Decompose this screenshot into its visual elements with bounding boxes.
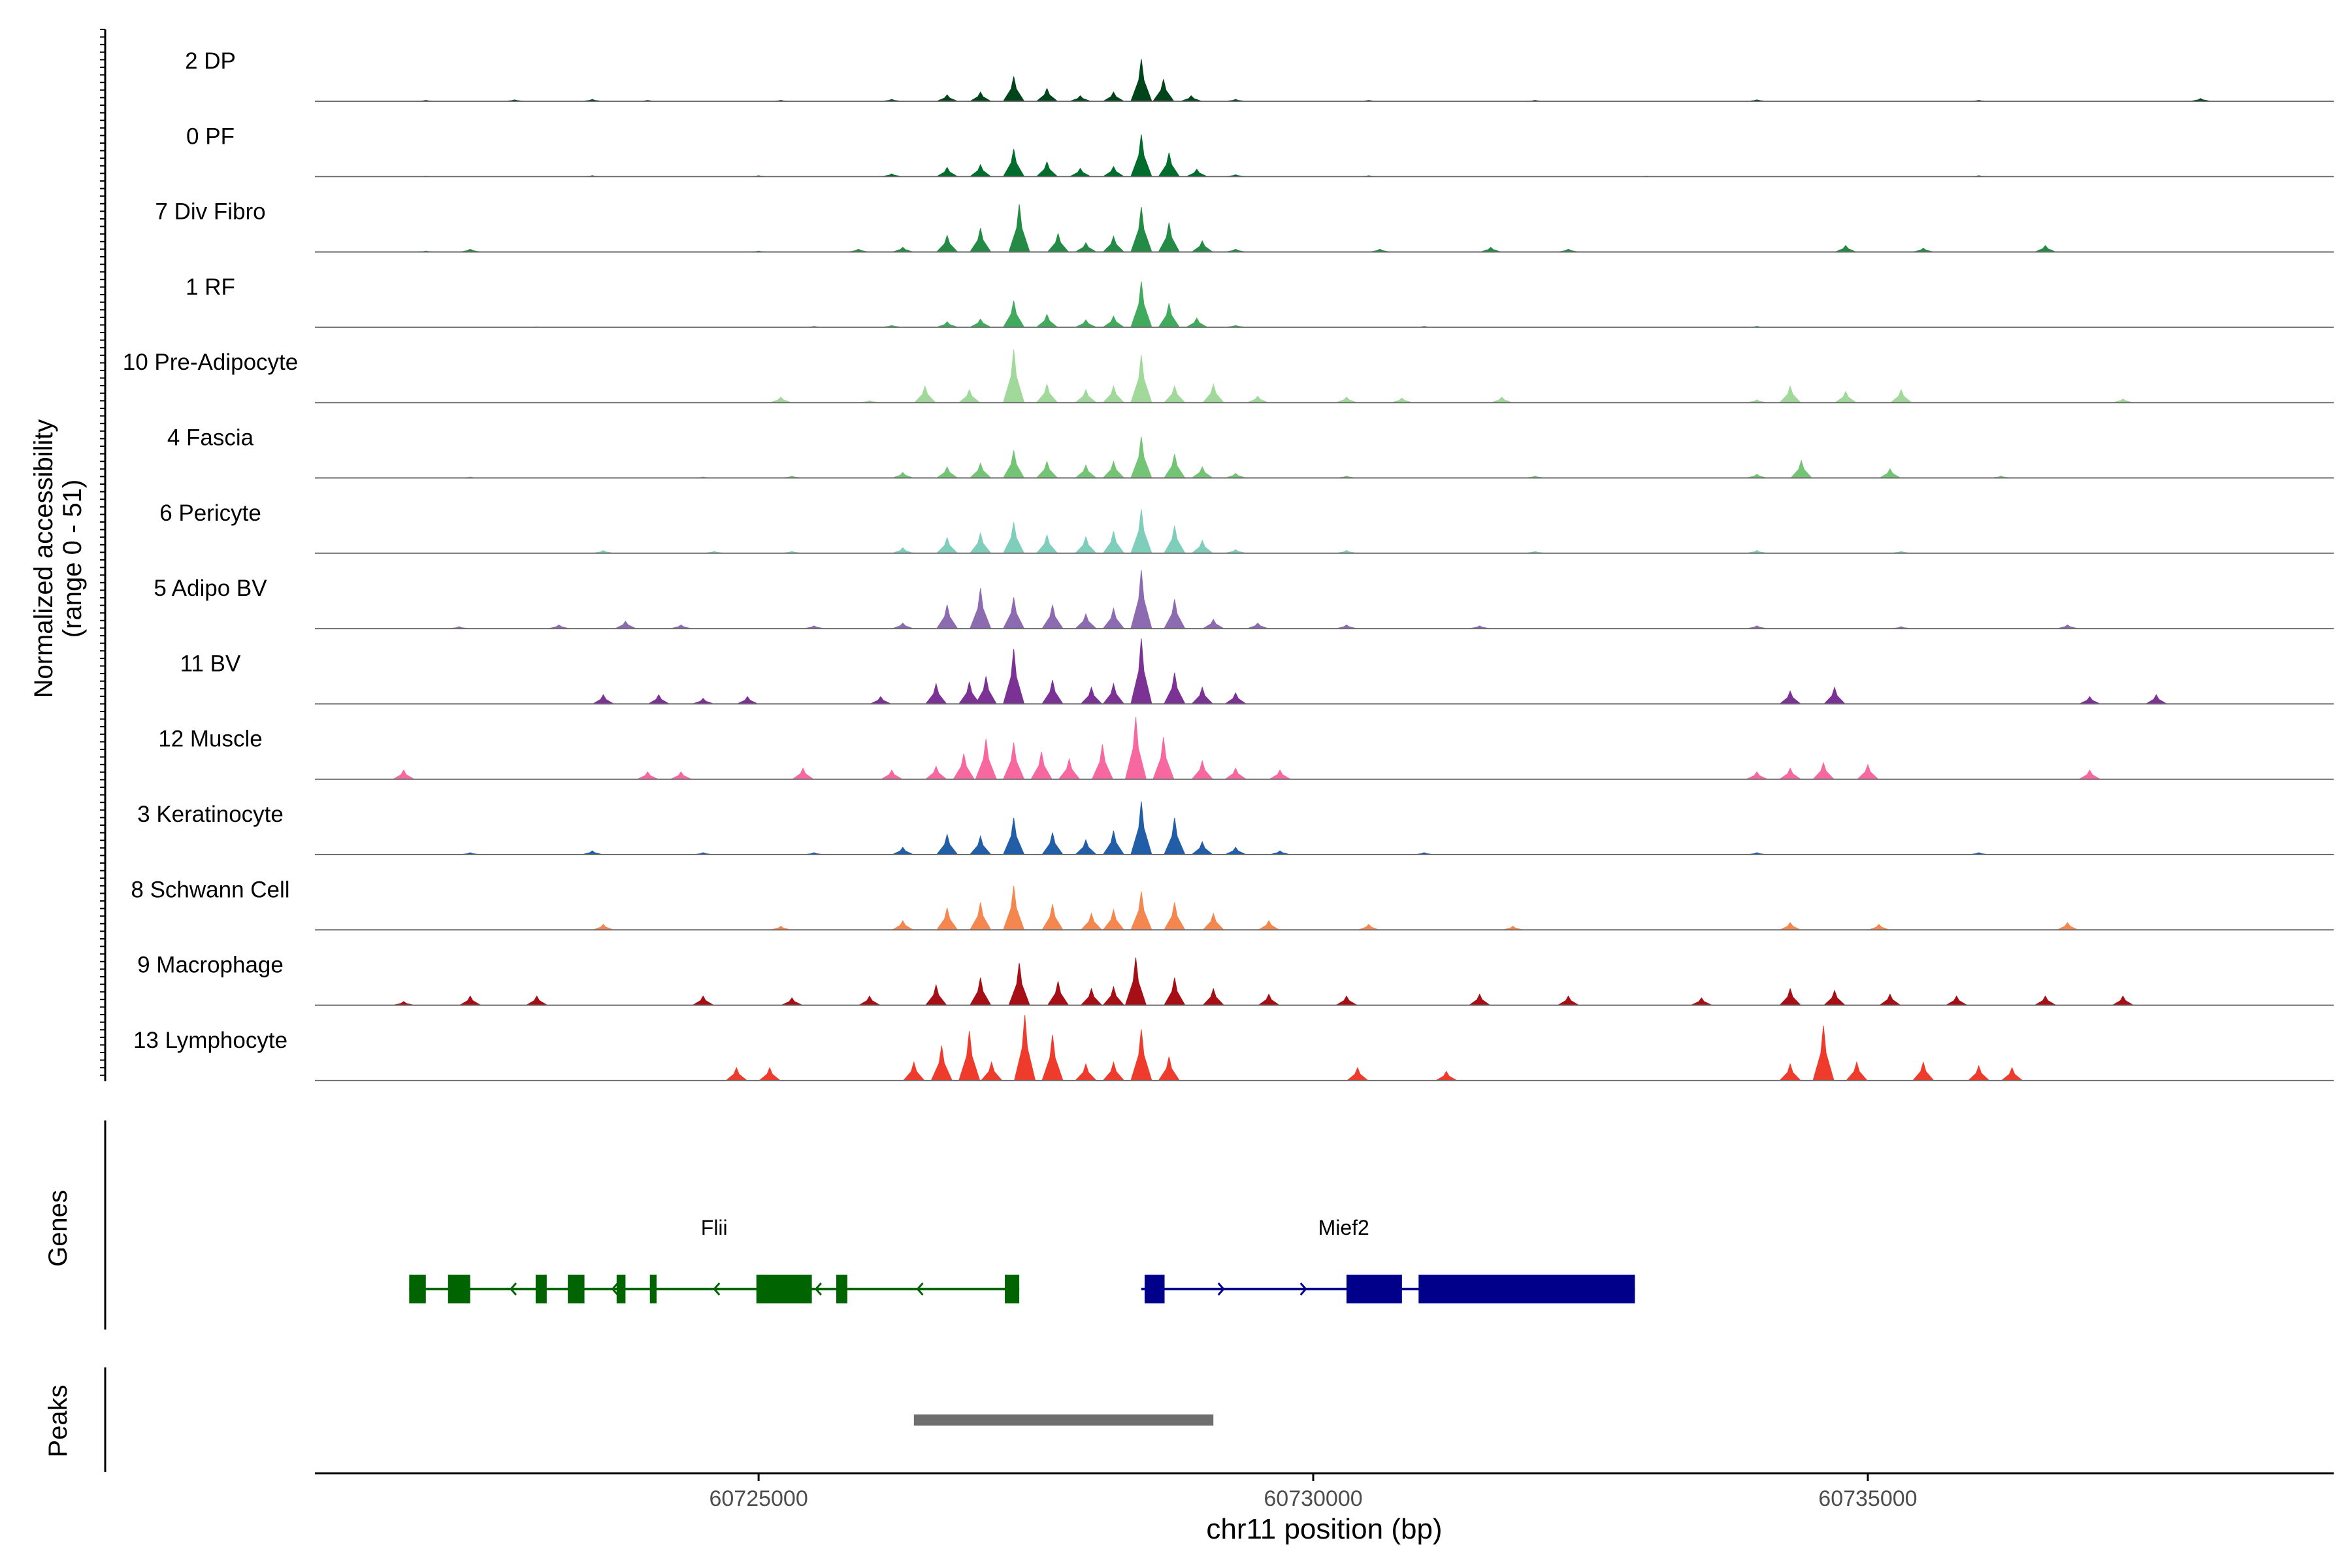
peak-track xyxy=(104,1367,1214,1472)
strand-arrow xyxy=(814,1282,822,1296)
track-8-schwann-cell: 8 Schwann Cell xyxy=(131,877,2334,931)
peak-bar xyxy=(913,1414,1214,1426)
coverage-area xyxy=(714,1015,2024,1081)
track-0-pf: 0 PF xyxy=(186,123,2334,178)
track-11-bv: 11 BV xyxy=(180,638,2334,705)
strand-arrow xyxy=(1299,1282,1307,1296)
track-label: 11 BV xyxy=(180,651,241,676)
peaks-track-label: Peaks xyxy=(44,1384,73,1457)
exon xyxy=(756,1275,812,1303)
track-label: 2 DP xyxy=(185,48,236,74)
strand-arrow xyxy=(611,1282,619,1296)
track-label: 9 Macrophage xyxy=(137,953,284,978)
exon xyxy=(535,1275,547,1303)
track-label: 12 Muscle xyxy=(158,727,263,752)
exon xyxy=(1144,1275,1165,1303)
track-9-macrophage: 9 Macrophage xyxy=(137,953,2334,1006)
gene-flii: Flii xyxy=(409,1216,1020,1303)
x-tick-label: 60735000 xyxy=(1818,1486,1917,1511)
track-label: 4 Fascia xyxy=(167,425,254,451)
track-5-adipo-bv: 5 Adipo BV xyxy=(154,570,2334,630)
track-label: 8 Schwann Cell xyxy=(131,877,289,902)
x-tick-label: 60725000 xyxy=(709,1486,808,1511)
track-label: 3 Keratinocyte xyxy=(137,802,284,827)
gene-name-label: Flii xyxy=(701,1216,728,1239)
track-label: 1 RF xyxy=(186,274,235,300)
track-13-lymphocyte: 13 Lymphocyte xyxy=(133,1015,2334,1081)
coverage-area xyxy=(581,509,1912,554)
track-3-keratinocyte: 3 Keratinocyte xyxy=(137,801,2334,855)
track-10-pre-adipocyte: 10 Pre-Adipocyte xyxy=(123,349,2334,404)
track-1-rf: 1 RF xyxy=(186,274,2334,328)
x-axis-title: chr11 position (bp) xyxy=(1206,1513,1442,1545)
y-axis-title-line2: (range 0 - 51) xyxy=(58,480,87,638)
x-axis: 60725000 60730000 60735000 xyxy=(315,1472,2334,1511)
exon xyxy=(616,1275,626,1303)
track-label: 10 Pre-Adipocyte xyxy=(123,350,298,375)
coverage-area xyxy=(581,638,2168,704)
coverage-area xyxy=(581,886,2078,930)
coverage-area xyxy=(448,801,1989,855)
track-12-muscle: 12 Muscle xyxy=(158,717,2334,780)
track-6-pericyte: 6 Pericyte xyxy=(159,500,2334,554)
track-label: 5 Adipo BV xyxy=(154,576,267,601)
gene-mief2: Mief2 xyxy=(1141,1216,1635,1303)
coverage-area xyxy=(403,134,1989,177)
coverage-area xyxy=(381,717,2102,780)
strand-arrow xyxy=(713,1282,721,1296)
exon xyxy=(1005,1275,1020,1303)
y-axis xyxy=(100,29,106,1081)
gene-name-label: Mief2 xyxy=(1318,1216,1369,1239)
track-label: 7 Div Fibro xyxy=(155,199,265,225)
y-axis-title-line1: Normalized accessibility xyxy=(29,419,58,698)
exon xyxy=(409,1275,426,1303)
coverage-area xyxy=(403,204,2056,253)
coverage-area xyxy=(436,570,2078,629)
genes-track-label: Genes xyxy=(44,1190,73,1267)
track-label: 6 Pericyte xyxy=(159,500,261,526)
strand-arrow xyxy=(916,1282,924,1296)
coverage-area xyxy=(403,59,2212,102)
track-label: 0 PF xyxy=(186,123,235,149)
exon xyxy=(1418,1275,1635,1303)
exon xyxy=(448,1275,470,1303)
coverage-area xyxy=(514,281,1768,328)
coverage-area xyxy=(381,957,2135,1006)
track-2-dp: 2 DP xyxy=(185,48,2334,102)
coverage-area xyxy=(448,436,2012,478)
track-7-div-fibro: 7 Div Fibro xyxy=(155,199,2334,253)
coverage-area xyxy=(759,349,2134,403)
strand-arrow xyxy=(1217,1282,1225,1296)
strand-arrow xyxy=(509,1282,517,1296)
exon xyxy=(836,1275,847,1303)
exon xyxy=(1346,1275,1402,1303)
exon xyxy=(568,1275,585,1303)
x-tick-label: 60730000 xyxy=(1264,1486,1362,1511)
exon xyxy=(649,1275,657,1303)
track-label: 13 Lymphocyte xyxy=(133,1028,287,1053)
coverage-tracks: 2 DP 0 PF 7 Div Fibro 1 RF 10 Pre-Adipocyte 4… xyxy=(123,48,2334,1081)
gene-track: Flii Mief2 xyxy=(104,1120,1635,1330)
track-4-fascia: 4 Fascia xyxy=(167,425,2334,479)
